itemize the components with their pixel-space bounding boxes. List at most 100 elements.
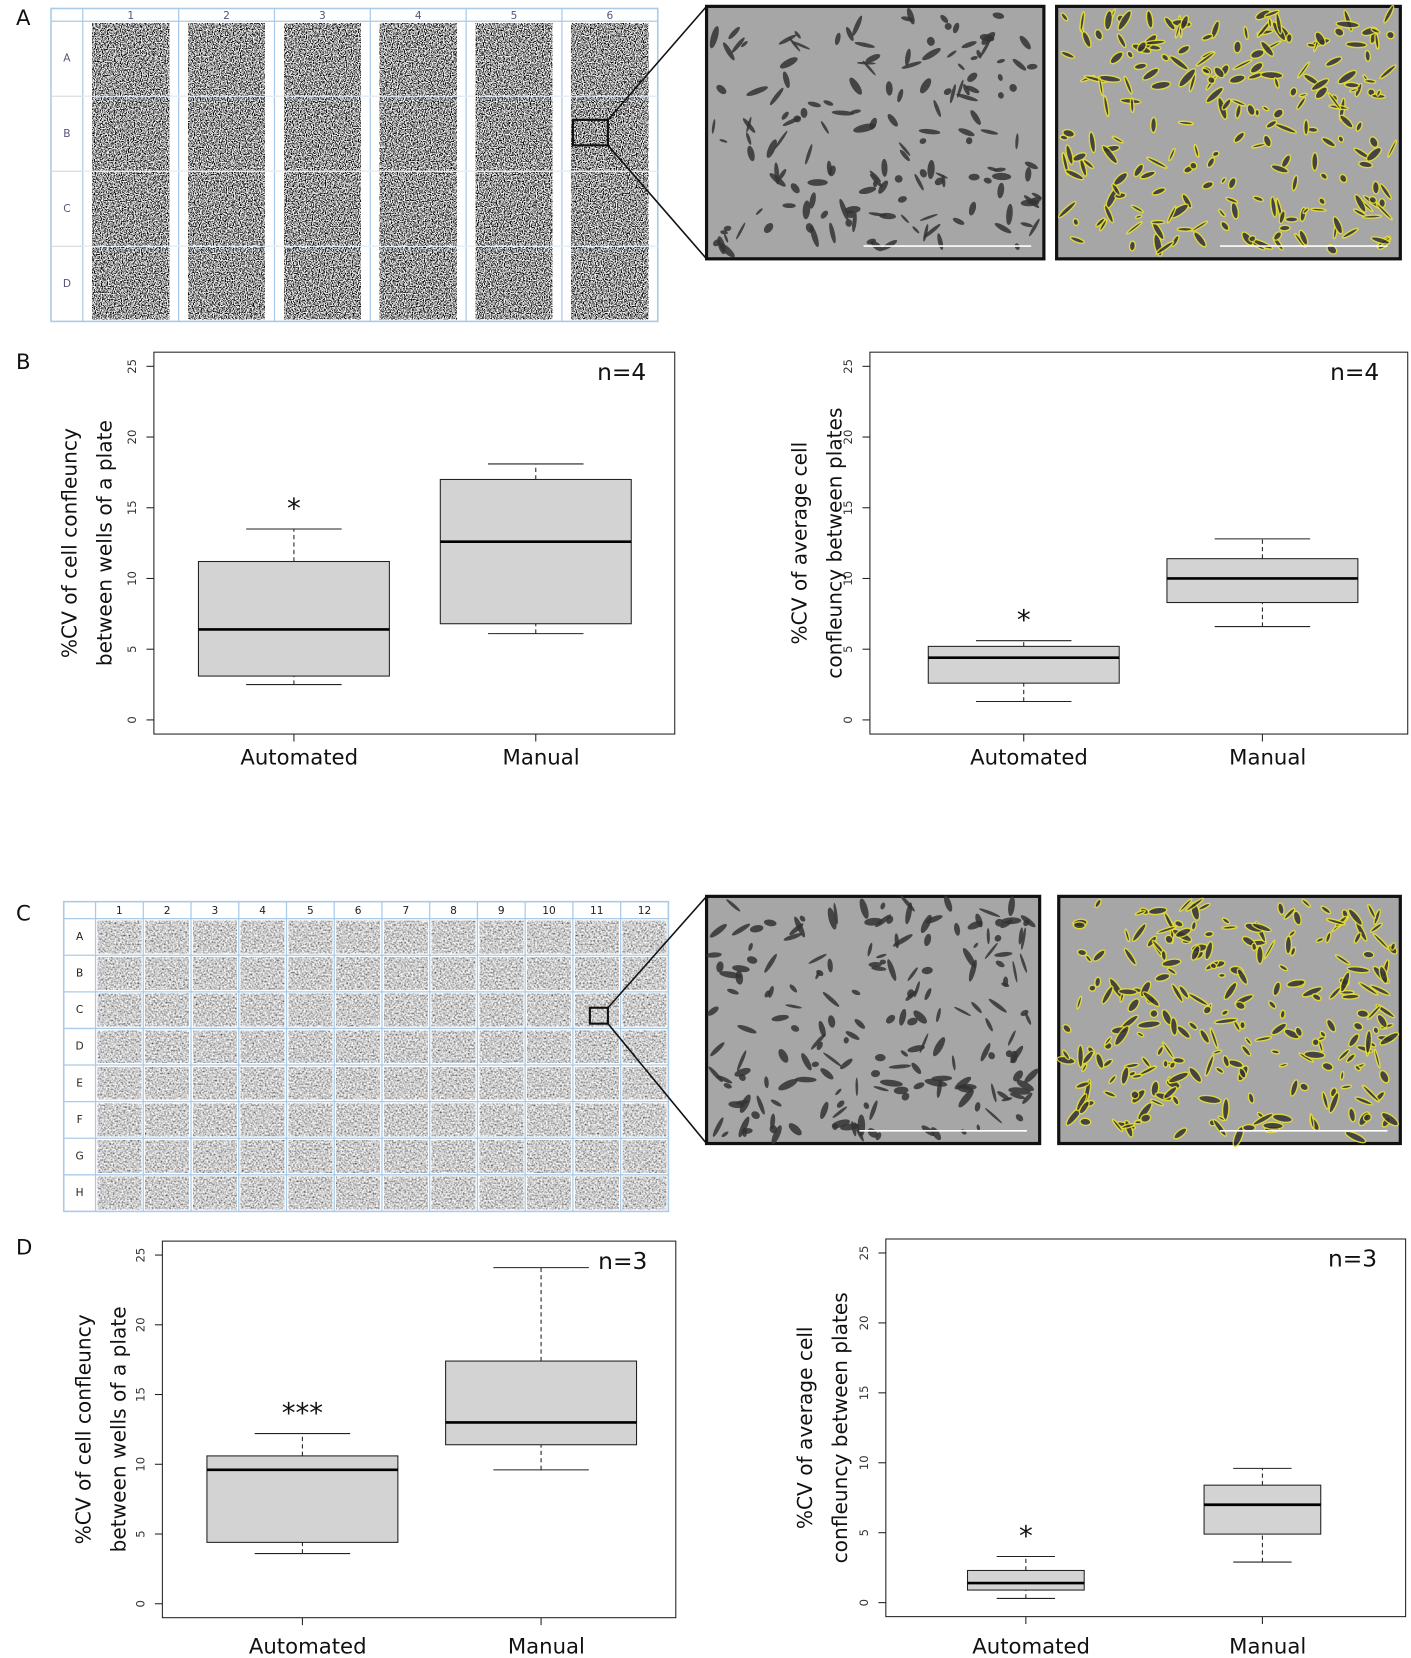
y-axis-label: between wells of a plate <box>93 420 117 666</box>
cell <box>1363 215 1382 219</box>
plate-well <box>241 1067 284 1099</box>
plate-row-label: C <box>63 203 70 215</box>
y-tick-label: 0 <box>857 1599 871 1606</box>
plate-col-label: 3 <box>212 905 219 917</box>
plate-well <box>527 1177 570 1209</box>
cell <box>1080 1118 1091 1126</box>
plate-well <box>98 1177 141 1209</box>
y-tick-label: 20 <box>134 1317 148 1332</box>
cell <box>1365 50 1371 61</box>
cell <box>1312 1038 1320 1046</box>
y-tick-label: 25 <box>134 1248 148 1263</box>
plate-well <box>432 1067 475 1099</box>
cell <box>1263 1122 1284 1130</box>
plate-row-label: H <box>76 1187 84 1199</box>
y-tick-label: 10 <box>134 1457 148 1472</box>
plate-well <box>575 1067 618 1099</box>
cell <box>1118 988 1137 995</box>
y-tick-label: 10 <box>857 1455 871 1470</box>
plate-col-label: 12 <box>638 905 651 917</box>
plate-well <box>623 957 666 989</box>
plate-well <box>289 957 332 989</box>
plate-well <box>480 1177 523 1209</box>
box <box>928 646 1119 683</box>
y-axis-label: %CV of average cell <box>793 1326 817 1529</box>
plate-well <box>289 1140 332 1172</box>
cell <box>1372 181 1379 194</box>
plate-row-label: G <box>76 1151 84 1163</box>
plate-well <box>480 957 523 989</box>
y-axis-label: confleuncy between plates <box>828 1292 852 1563</box>
box <box>1204 1485 1321 1534</box>
plate-col-label: 10 <box>542 905 556 917</box>
plate-well <box>480 921 523 953</box>
plate-col-label: 6 <box>355 905 362 917</box>
plate-well <box>575 1031 618 1063</box>
plate-well <box>575 1104 618 1136</box>
cell <box>1204 931 1213 937</box>
plate-well <box>480 1067 523 1099</box>
y-tick-label: 0 <box>134 1600 148 1607</box>
cell <box>1219 973 1226 977</box>
plate-well <box>145 1067 188 1099</box>
cell <box>1363 951 1374 959</box>
x-tick-label: Automated <box>972 1634 1090 1658</box>
y-tick-label: 5 <box>125 645 139 652</box>
plate-well <box>480 1140 523 1172</box>
plate-col-label: 1 <box>116 905 123 917</box>
plate-well <box>432 1104 475 1136</box>
plate-col-label: 3 <box>319 10 326 22</box>
cell <box>1240 1021 1246 1029</box>
x-tick-label: Manual <box>503 745 580 770</box>
plate-well <box>241 1104 284 1136</box>
plate-well <box>623 1140 666 1172</box>
y-tick-label: 20 <box>125 430 139 445</box>
plate-well <box>98 1067 141 1099</box>
plate-well <box>384 1104 427 1136</box>
x-tick-label: Manual <box>1229 1634 1306 1658</box>
plate-well <box>575 1140 618 1172</box>
y-tick-label: 25 <box>841 359 855 374</box>
plate-row-label: D <box>76 1041 84 1053</box>
plate-well <box>384 1177 427 1209</box>
plate-well <box>145 1140 188 1172</box>
box <box>198 562 389 677</box>
plate-well <box>289 1177 332 1209</box>
plate-well <box>432 957 475 989</box>
plate-row-label: B <box>76 968 83 980</box>
plate-well <box>384 1067 427 1099</box>
plate-well <box>289 994 332 1026</box>
plate-col-label: 4 <box>259 905 266 917</box>
box <box>968 1570 1085 1590</box>
box <box>440 479 631 623</box>
plate-row-label: E <box>76 1077 83 1089</box>
significance: * <box>287 492 301 525</box>
box <box>1167 559 1358 603</box>
plate-well <box>193 957 236 989</box>
panel-label: B <box>16 350 31 375</box>
plate-well <box>98 921 141 953</box>
plate-well <box>480 1031 523 1063</box>
plate-well <box>623 1177 666 1209</box>
y-tick-label: 10 <box>125 571 139 586</box>
y-tick-label: 15 <box>134 1387 148 1402</box>
page: ABCD123456ABCD123456789101112ABCDEFGH051… <box>0 0 1411 1658</box>
sample-size: n=4 <box>597 358 646 386</box>
cell <box>1342 994 1359 1000</box>
cell <box>1286 33 1292 42</box>
plate-well <box>480 994 523 1026</box>
plate-well <box>193 921 236 953</box>
box <box>446 1361 637 1445</box>
plate-col-label: 7 <box>402 905 409 917</box>
plot-frame <box>886 1239 1406 1617</box>
plate-well <box>336 1031 379 1063</box>
cell <box>1073 922 1085 929</box>
plate-row-label: A <box>63 53 71 65</box>
cell <box>1078 1045 1084 1067</box>
plate-col-label: 5 <box>511 10 518 22</box>
cell <box>1340 1071 1344 1080</box>
x-tick-label: Automated <box>240 745 358 770</box>
plate-well <box>193 1031 236 1063</box>
y-axis-label: confleuncy between plates <box>822 408 846 679</box>
significance: * <box>1017 604 1031 637</box>
